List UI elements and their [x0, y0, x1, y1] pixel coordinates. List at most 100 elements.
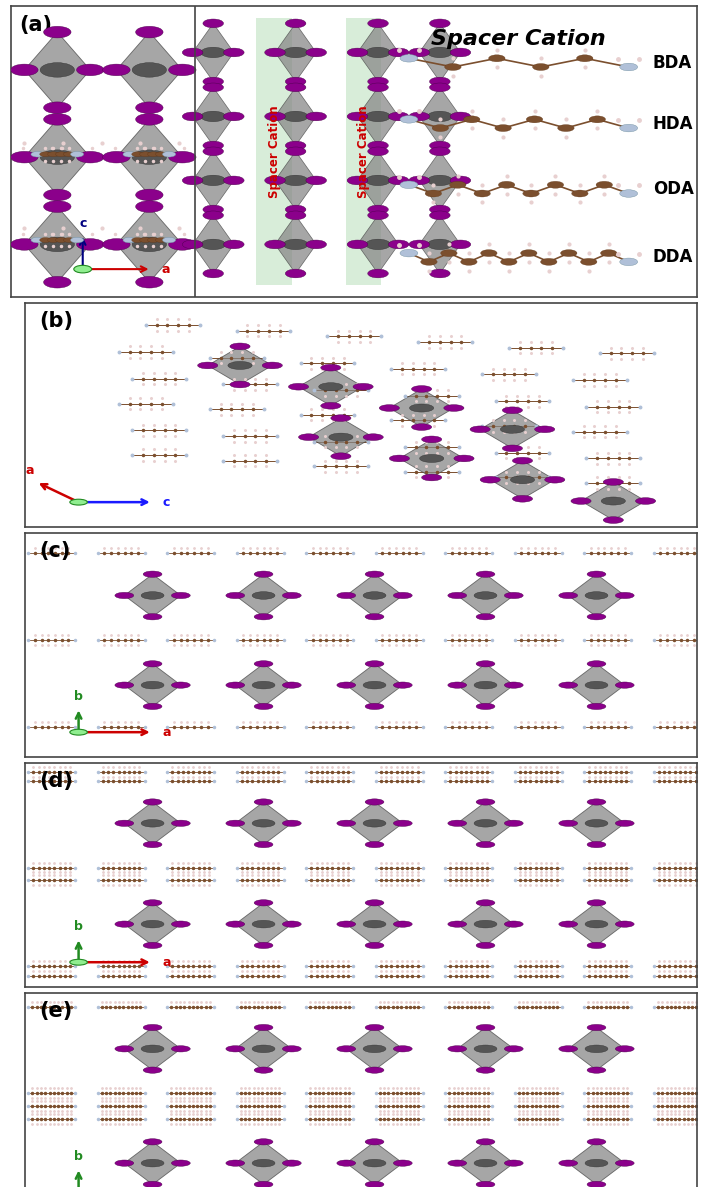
- Circle shape: [600, 249, 617, 256]
- Circle shape: [503, 407, 523, 413]
- Circle shape: [171, 1046, 190, 1052]
- Circle shape: [504, 683, 523, 688]
- Circle shape: [226, 683, 245, 688]
- Circle shape: [76, 152, 104, 163]
- Circle shape: [587, 842, 606, 848]
- Circle shape: [156, 152, 167, 157]
- Circle shape: [265, 176, 285, 185]
- Circle shape: [495, 125, 511, 132]
- Polygon shape: [275, 88, 316, 146]
- Text: b: b: [74, 690, 83, 703]
- Circle shape: [40, 63, 74, 77]
- Circle shape: [388, 49, 409, 57]
- Circle shape: [337, 1046, 355, 1052]
- Polygon shape: [419, 88, 460, 146]
- Circle shape: [476, 571, 495, 577]
- Text: (a): (a): [19, 14, 52, 34]
- Circle shape: [379, 405, 399, 412]
- Polygon shape: [358, 215, 399, 273]
- Text: a: a: [163, 1186, 171, 1187]
- Circle shape: [347, 112, 367, 121]
- Polygon shape: [193, 215, 234, 273]
- Circle shape: [363, 1160, 386, 1167]
- Circle shape: [132, 63, 166, 77]
- Circle shape: [11, 64, 38, 76]
- Circle shape: [47, 152, 59, 157]
- Circle shape: [504, 592, 523, 598]
- Circle shape: [64, 152, 75, 157]
- Text: a: a: [25, 464, 34, 477]
- Polygon shape: [457, 903, 514, 945]
- Circle shape: [347, 49, 367, 57]
- Circle shape: [504, 1160, 523, 1167]
- Circle shape: [282, 1046, 301, 1052]
- Circle shape: [480, 476, 501, 483]
- Circle shape: [141, 920, 164, 928]
- Circle shape: [44, 277, 71, 288]
- Circle shape: [132, 237, 143, 242]
- Polygon shape: [457, 1142, 514, 1185]
- Circle shape: [306, 240, 326, 249]
- Circle shape: [136, 201, 163, 212]
- Polygon shape: [207, 347, 273, 385]
- Circle shape: [400, 55, 418, 62]
- Circle shape: [400, 180, 418, 189]
- Circle shape: [115, 921, 134, 927]
- Circle shape: [474, 920, 497, 928]
- Circle shape: [367, 83, 388, 91]
- Circle shape: [587, 900, 606, 906]
- Text: DDA: DDA: [653, 248, 693, 267]
- Circle shape: [587, 1067, 606, 1073]
- Circle shape: [476, 1181, 495, 1187]
- Circle shape: [337, 820, 355, 826]
- Text: b: b: [74, 1150, 83, 1163]
- Polygon shape: [275, 215, 316, 273]
- Polygon shape: [24, 207, 91, 283]
- Circle shape: [420, 455, 444, 463]
- Circle shape: [428, 112, 452, 122]
- Circle shape: [363, 819, 386, 827]
- Circle shape: [585, 1045, 608, 1053]
- Circle shape: [365, 900, 384, 906]
- Polygon shape: [275, 24, 316, 82]
- Circle shape: [559, 683, 578, 688]
- Text: b: b: [74, 920, 83, 933]
- Text: (c): (c): [40, 540, 71, 560]
- Circle shape: [430, 205, 450, 214]
- Circle shape: [347, 240, 367, 249]
- Circle shape: [203, 147, 224, 155]
- Circle shape: [411, 424, 432, 431]
- Polygon shape: [581, 482, 646, 520]
- Circle shape: [421, 259, 437, 266]
- Text: HDA: HDA: [653, 115, 693, 133]
- Circle shape: [163, 237, 176, 243]
- Polygon shape: [193, 152, 234, 209]
- Circle shape: [44, 26, 71, 38]
- Polygon shape: [299, 368, 363, 406]
- Polygon shape: [125, 1142, 181, 1185]
- Circle shape: [388, 176, 409, 185]
- Circle shape: [143, 614, 162, 620]
- Circle shape: [498, 182, 515, 189]
- Circle shape: [169, 152, 196, 163]
- Circle shape: [143, 571, 162, 577]
- Polygon shape: [490, 461, 555, 499]
- Circle shape: [115, 1046, 134, 1052]
- Polygon shape: [235, 575, 292, 617]
- Circle shape: [230, 381, 250, 388]
- Circle shape: [285, 147, 306, 155]
- Circle shape: [31, 237, 44, 243]
- Circle shape: [285, 19, 306, 27]
- Circle shape: [603, 478, 623, 485]
- Circle shape: [474, 819, 497, 827]
- Circle shape: [363, 681, 386, 688]
- Circle shape: [450, 112, 471, 121]
- Circle shape: [55, 152, 67, 157]
- Polygon shape: [116, 207, 183, 283]
- Circle shape: [615, 1046, 634, 1052]
- Circle shape: [143, 842, 162, 848]
- Polygon shape: [419, 215, 460, 273]
- Circle shape: [139, 237, 152, 242]
- Polygon shape: [346, 664, 403, 706]
- Text: BDA: BDA: [653, 53, 692, 71]
